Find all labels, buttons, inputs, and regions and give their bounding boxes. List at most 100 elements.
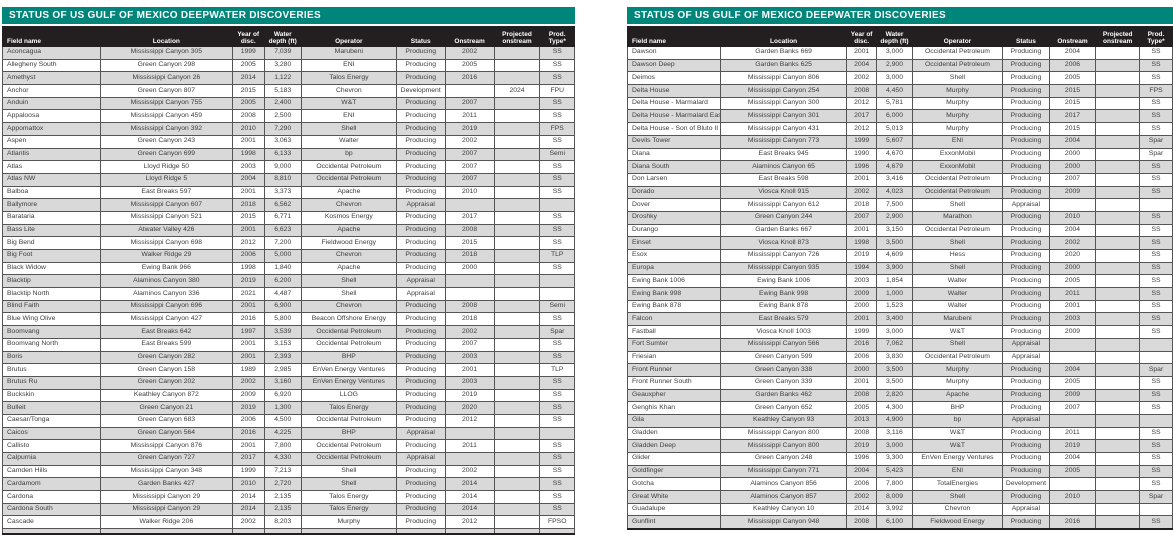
table-cell: Producing <box>1002 249 1050 263</box>
table-cell <box>1095 477 1141 492</box>
table-row: Appomattox Mississippi Canyon 392 2010 7,29… <box>2 122 575 136</box>
table-cell: 2011 <box>1048 287 1097 301</box>
table-cell: 2007 <box>1048 401 1097 415</box>
table-cell: 8,203 <box>263 515 302 530</box>
table-cell <box>1095 337 1141 352</box>
table-cell: Producing <box>1002 375 1050 390</box>
table-cell: Glider <box>626 452 722 466</box>
table-cell: 1,854 <box>876 274 913 289</box>
table-cell: 3,000 <box>876 71 913 86</box>
table-row: Deimos Mississippi Canyon 806 2002 3,000 She… <box>626 71 1173 86</box>
table-cell <box>493 147 541 162</box>
table-cell: Mississippi Canyon 755 <box>99 96 233 111</box>
table-cell: Mississippi Canyon 459 <box>99 109 233 124</box>
table-cell: 2017 <box>1048 109 1097 124</box>
table-cell: Diana <box>626 147 722 162</box>
table-row: Cascade Walker Ridge 206 2002 8,203 Murphy Pr… <box>2 515 575 530</box>
table-cell: Producing <box>1002 401 1050 415</box>
table-cell: 2009 <box>1048 388 1097 403</box>
table-cell: Delta House - Marmalard East <box>626 109 722 124</box>
table-cell: Mississippi Canyon 876 <box>99 439 233 453</box>
table-cell: 2007 <box>846 210 878 225</box>
table-cell: 3,150 <box>876 223 913 238</box>
table-cell: 2000 <box>444 261 495 276</box>
table-cell: Producing <box>1002 515 1050 530</box>
table-cell: Brutus Ru <box>2 375 101 390</box>
table-cell <box>1095 490 1141 504</box>
table-cell: SS <box>1139 515 1173 530</box>
table-cell <box>493 122 541 136</box>
table-row: Gila Keathley Canyon 93 2013 4,900 bp Apprais… <box>626 413 1173 428</box>
table-cell: Mississippi Canyon 948 <box>720 515 848 530</box>
table-cell: 2002 <box>444 46 495 60</box>
table-cell: SS <box>539 134 575 149</box>
table-cell: Keathley Canyon 872 <box>99 388 233 403</box>
table-cell: Alaminos Canyon 65 <box>720 160 848 174</box>
column-header-status: Status <box>1002 26 1050 47</box>
table-cell: 2013 <box>846 413 878 428</box>
column-header-year-of-disc: Year of disc. <box>231 26 265 47</box>
table-cell: East Breaks 599 <box>99 337 233 352</box>
table-cell: Producing <box>395 477 446 492</box>
table-cell: SS <box>1139 210 1173 225</box>
table-row: Ewing Bank 878 Ewing Bank 878 2000 1,523 Wal… <box>626 299 1173 314</box>
table-cell: Spar <box>1139 134 1173 149</box>
table-cell: SS <box>1139 236 1173 250</box>
table-cell: SS <box>539 223 575 238</box>
table-cell: Ballymore <box>2 198 101 212</box>
table-cell: 2021 <box>231 287 265 301</box>
table-cell: 1997 <box>231 325 265 339</box>
table-row: Buckskin Keathley Canyon 872 2009 6,920 LLOG… <box>2 388 575 403</box>
table-cell: SS <box>1139 249 1173 263</box>
left-table-panel: STATUS OF US GULF OF MEXICO DEEPWATER DI… <box>2 7 575 535</box>
table-cell: Producing <box>1002 46 1050 60</box>
table-cell <box>1048 350 1097 365</box>
table-cell: Mississippi Canyon 29 <box>99 490 233 504</box>
table-cell <box>493 350 541 365</box>
table-cell: Spar <box>1139 490 1173 504</box>
table-cell: 2,135 <box>263 502 302 517</box>
table-cell: Apache <box>300 185 397 200</box>
table-cell: BHP <box>300 350 397 365</box>
table-cell: 1999 <box>231 464 265 479</box>
table-cell: SS <box>539 172 575 187</box>
table-cell: Producing <box>1002 185 1050 200</box>
table-cell: SS <box>1139 325 1173 339</box>
table-row: Boris Green Canyon 282 2001 2,393 BHP Produci… <box>2 350 575 365</box>
table-cell: Aconcagua <box>2 46 101 60</box>
table-cell: 2016 <box>846 337 878 352</box>
table-cell: Bulleit <box>2 401 101 415</box>
table-cell: Producing <box>395 375 446 390</box>
table-row: Einset Viosca Knoll 873 1998 3,500 Shell Prod… <box>626 236 1173 250</box>
table-cell: Anduin <box>2 96 101 111</box>
table-cell: Chevron <box>300 84 397 98</box>
table-cell: Producing <box>395 58 446 73</box>
table-cell <box>1139 350 1173 365</box>
table-cell <box>1095 299 1141 314</box>
table-cell: 7,290 <box>263 122 302 136</box>
table-cell: 4,225 <box>263 426 302 441</box>
table-cell: 2005 <box>1048 274 1097 289</box>
table-cell: Murphy <box>911 109 1004 124</box>
table-cell <box>1095 502 1141 517</box>
table-cell: Walter <box>911 287 1004 301</box>
table-cell: Murphy <box>911 375 1004 390</box>
table-cell <box>493 515 541 530</box>
table-cell: Blacktip North <box>2 287 101 301</box>
table-cell: Shell <box>300 477 397 492</box>
table-cell: Marubeni <box>300 46 397 60</box>
table-cell: 2009 <box>231 388 265 403</box>
table-cell: Diana South <box>626 160 722 174</box>
table-cell: Occidental Petroleum <box>300 172 397 187</box>
table-cell <box>1095 413 1141 428</box>
table-title: STATUS OF US GULF OF MEXICO DEEPWATER DI… <box>9 10 321 21</box>
table-cell <box>1095 84 1141 98</box>
table-cell: 3,000 <box>876 46 913 60</box>
table-cell <box>444 84 495 98</box>
table-row: Caesar/Tonga Green Canyon 683 2006 4,500 Occ… <box>2 413 575 428</box>
table-cell <box>1095 350 1141 365</box>
partial-clipped-row <box>2 528 575 535</box>
table-cell: Fieldwood Energy <box>300 236 397 250</box>
table-cell <box>493 502 541 517</box>
table-cell: 3,500 <box>876 375 913 390</box>
